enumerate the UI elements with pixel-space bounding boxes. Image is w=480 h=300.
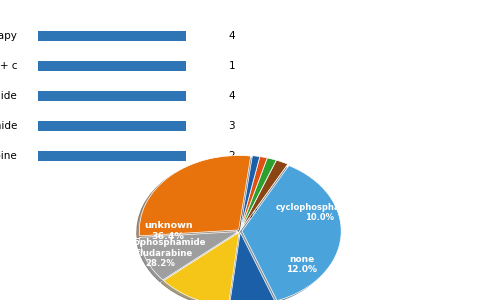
Bar <box>38 91 186 101</box>
Text: b + e + a + c: b + e + a + c <box>0 61 17 71</box>
Text: none
12.0%: none 12.0% <box>287 255 317 274</box>
Text: 2: 2 <box>228 151 235 161</box>
Text: paclitaxel + cyclophosphamide: paclitaxel + cyclophosphamide <box>0 121 17 131</box>
Text: unknown
36.4%: unknown 36.4% <box>144 221 192 241</box>
Wedge shape <box>229 232 276 300</box>
Text: 1: 1 <box>228 61 235 71</box>
Wedge shape <box>240 158 276 230</box>
Wedge shape <box>241 160 288 230</box>
Text: 3: 3 <box>228 121 235 131</box>
Wedge shape <box>139 155 251 236</box>
Text: cyclophosphamide
10.0%: cyclophosphamide 10.0% <box>276 203 363 222</box>
Wedge shape <box>139 232 238 280</box>
Wedge shape <box>240 156 260 230</box>
Wedge shape <box>164 232 239 300</box>
Text: fludarabine: fludarabine <box>0 151 17 161</box>
Bar <box>38 61 186 71</box>
Text: 4: 4 <box>228 31 235 41</box>
Text: 4: 4 <box>228 91 235 101</box>
Text: cyclophosphamide
+fludarabine
28.2%: cyclophosphamide +fludarabine 28.2% <box>115 238 206 268</box>
Text: (a): (a) <box>241 208 258 221</box>
Bar <box>38 121 186 131</box>
Text: Temozolomide: Temozolomide <box>0 91 17 101</box>
Wedge shape <box>242 166 341 300</box>
Bar <box>38 31 186 41</box>
Bar <box>38 151 186 161</box>
Wedge shape <box>240 157 267 230</box>
Text: chemotherapy: chemotherapy <box>0 31 17 41</box>
